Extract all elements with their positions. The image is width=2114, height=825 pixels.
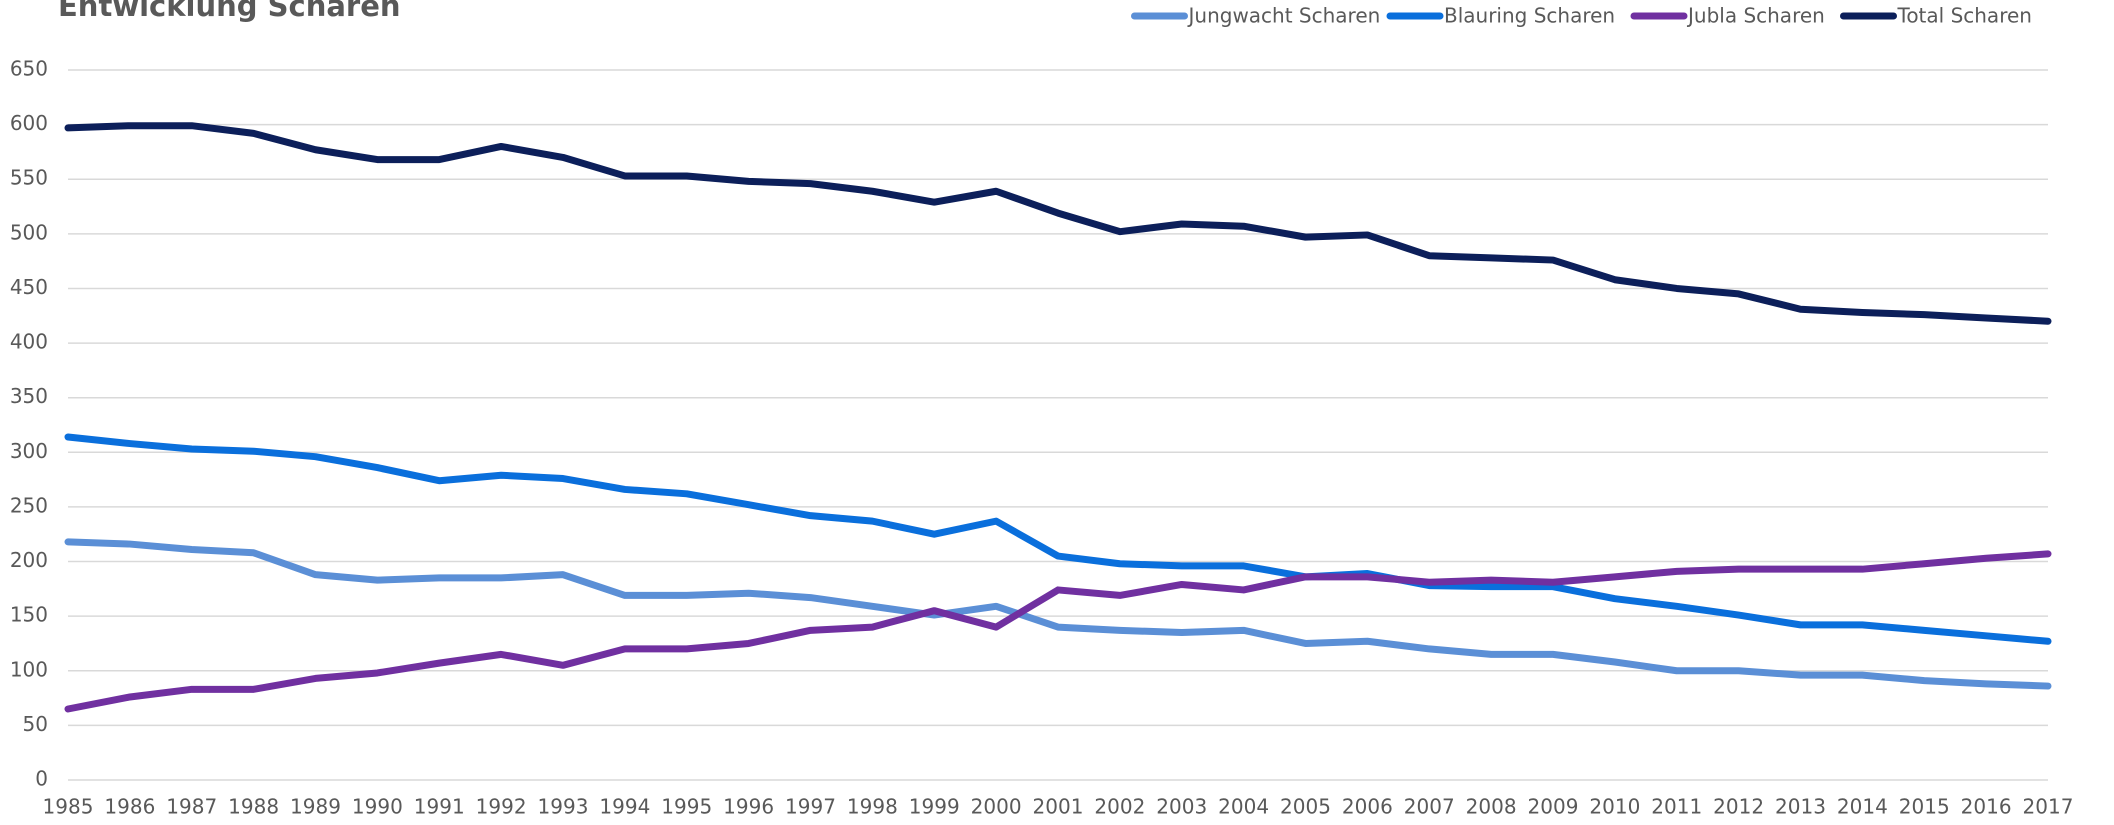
x-tick-label: 2013: [1775, 795, 1826, 819]
series-line: [64, 433, 2052, 645]
y-tick-label: 400: [10, 330, 48, 354]
x-tick-label: 2004: [1218, 795, 1269, 819]
x-tick-label: 1999: [909, 795, 960, 819]
y-tick-label: 500: [10, 220, 48, 244]
x-tick-label: 2003: [1156, 795, 1207, 819]
x-tick-label: 2015: [1899, 795, 1950, 819]
x-tick-label: 1994: [599, 795, 650, 819]
x-tick-label: 1992: [476, 795, 527, 819]
legend-label: Jubla Scharen: [1686, 4, 1825, 28]
x-tick-label: 1991: [414, 795, 465, 819]
legend-label: Blauring Scharen: [1444, 4, 1615, 28]
x-tick-label: 2017: [2023, 795, 2074, 819]
x-tick-label: 1993: [538, 795, 589, 819]
x-tick-label: 1990: [352, 795, 403, 819]
x-tick-label: 2008: [1466, 795, 1517, 819]
y-tick-label: 50: [23, 712, 48, 736]
y-tick-label: 300: [10, 439, 48, 463]
series-line: [64, 550, 2052, 713]
y-tick-label: 350: [10, 384, 48, 408]
y-tick-label: 250: [10, 493, 48, 517]
legend-label: Jungwacht Scharen: [1187, 4, 1381, 28]
x-tick-label: 2002: [1094, 795, 1145, 819]
x-tick-label: 1998: [847, 795, 898, 819]
x-tick-label: 2001: [1033, 795, 1084, 819]
y-tick-label: 0: [35, 767, 48, 791]
x-tick-label: 2005: [1280, 795, 1331, 819]
x-tick-label: 2007: [1404, 795, 1455, 819]
y-tick-label: 450: [10, 275, 48, 299]
x-tick-label: 2010: [1589, 795, 1640, 819]
x-tick-label: 1988: [228, 795, 279, 819]
x-tick-label: 1989: [290, 795, 341, 819]
series-line: [64, 122, 2052, 325]
x-tick-label: 2012: [1713, 795, 1764, 819]
x-tick-label: 1997: [785, 795, 836, 819]
x-tick-label: 1985: [43, 795, 94, 819]
y-tick-label: 650: [10, 57, 48, 81]
chart-title: Entwicklung Scharen: [58, 0, 401, 23]
x-tick-label: 2006: [1342, 795, 1393, 819]
y-tick-label: 150: [10, 603, 48, 627]
x-tick-label: 2000: [971, 795, 1022, 819]
x-tick-label: 2011: [1651, 795, 1702, 819]
x-tick-label: 2014: [1837, 795, 1888, 819]
x-tick-label: 2009: [1528, 795, 1579, 819]
series-line: [64, 538, 2052, 690]
x-tick-label: 1995: [661, 795, 712, 819]
y-tick-label: 100: [10, 657, 48, 681]
x-tick-label: 1996: [723, 795, 774, 819]
legend-label: Total Scharen: [1897, 4, 2032, 28]
y-tick-label: 600: [10, 111, 48, 135]
y-tick-label: 550: [10, 166, 48, 190]
x-tick-label: 1986: [104, 795, 155, 819]
y-tick-label: 200: [10, 548, 48, 572]
x-tick-label: 2016: [1961, 795, 2012, 819]
x-tick-label: 1987: [166, 795, 217, 819]
